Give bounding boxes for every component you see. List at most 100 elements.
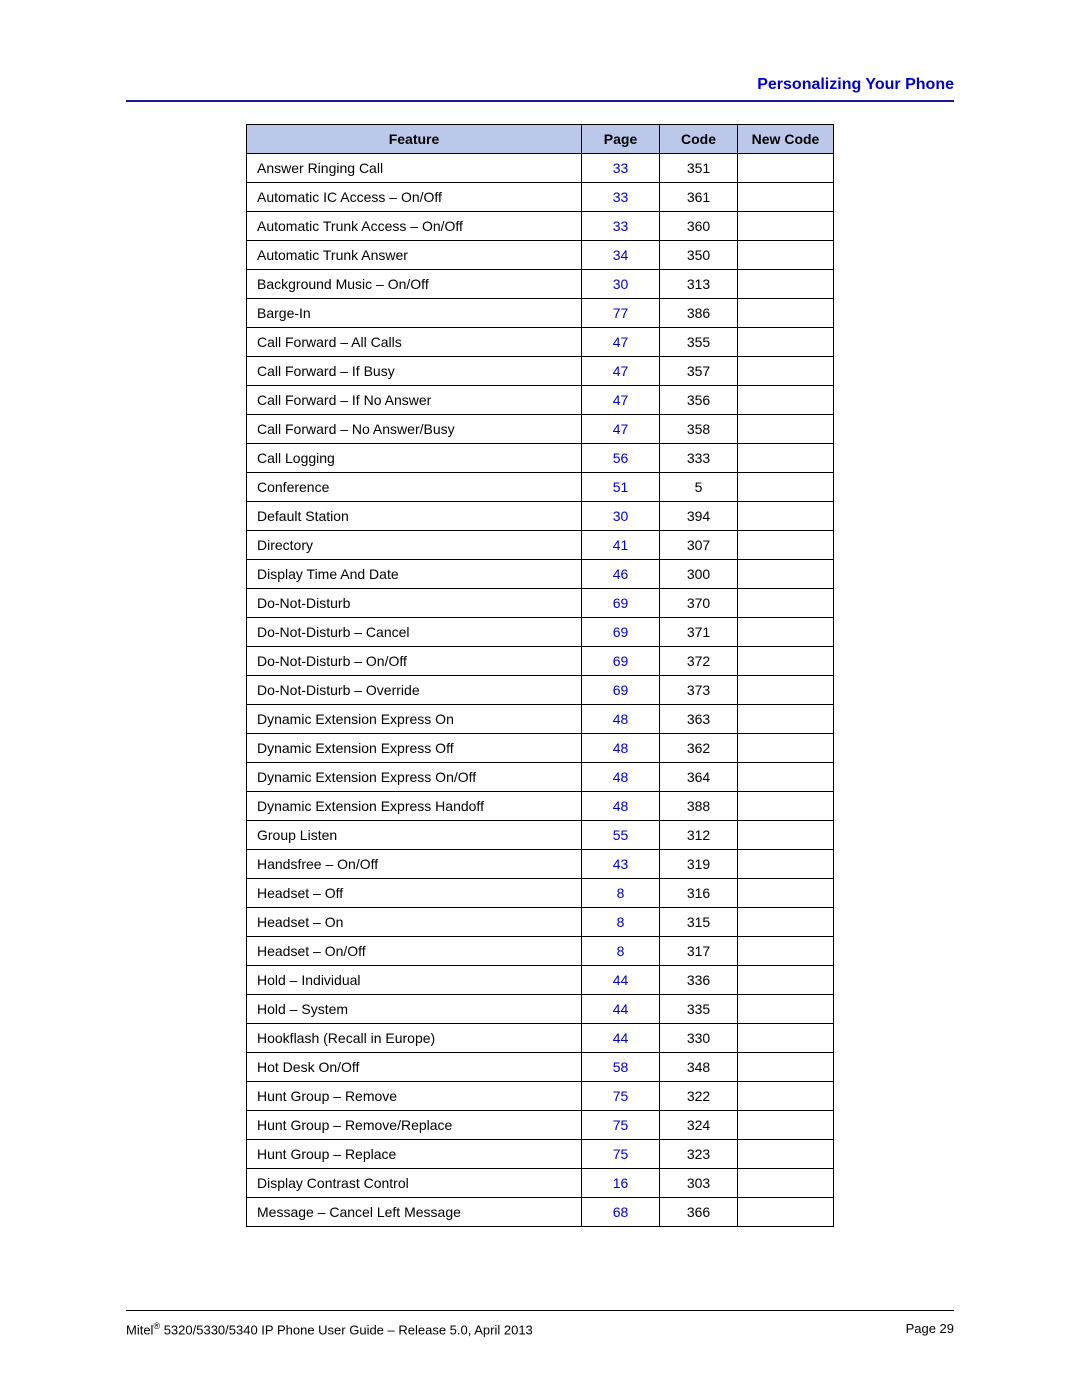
table-row: Dynamic Extension Express Off48362 (247, 734, 834, 763)
table-row: Automatic IC Access – On/Off33361 (247, 183, 834, 212)
cell-new-code (738, 502, 834, 531)
cell-code: 364 (660, 763, 738, 792)
cell-page-link[interactable]: 44 (582, 1024, 660, 1053)
table-row: Background Music – On/Off30313 (247, 270, 834, 299)
table-row: Barge-In77386 (247, 299, 834, 328)
cell-page-link[interactable]: 48 (582, 734, 660, 763)
cell-new-code (738, 386, 834, 415)
table-row: Call Forward – If Busy47357 (247, 357, 834, 386)
cell-page-link[interactable]: 69 (582, 676, 660, 705)
cell-code: 372 (660, 647, 738, 676)
table-row: Headset – On8315 (247, 908, 834, 937)
cell-new-code (738, 821, 834, 850)
table-row: Conference515 (247, 473, 834, 502)
cell-page-link[interactable]: 8 (582, 908, 660, 937)
cell-page-link[interactable]: 75 (582, 1140, 660, 1169)
cell-code: 313 (660, 270, 738, 299)
cell-page-link[interactable]: 55 (582, 821, 660, 850)
cell-new-code (738, 1111, 834, 1140)
cell-feature: Answer Ringing Call (247, 154, 582, 183)
cell-page-link[interactable]: 34 (582, 241, 660, 270)
table-row: Hot Desk On/Off58348 (247, 1053, 834, 1082)
cell-page-link[interactable]: 8 (582, 937, 660, 966)
cell-feature: Call Logging (247, 444, 582, 473)
cell-new-code (738, 966, 834, 995)
cell-feature: Automatic Trunk Access – On/Off (247, 212, 582, 241)
table-row: Headset – Off8316 (247, 879, 834, 908)
cell-feature: Conference (247, 473, 582, 502)
cell-page-link[interactable]: 48 (582, 705, 660, 734)
footer-row: Mitel® 5320/5330/5340 IP Phone User Guid… (126, 1321, 954, 1337)
cell-page-link[interactable]: 44 (582, 995, 660, 1024)
cell-new-code (738, 792, 834, 821)
table-row: Directory41307 (247, 531, 834, 560)
cell-code: 394 (660, 502, 738, 531)
table-row: Do-Not-Disturb – Cancel69371 (247, 618, 834, 647)
cell-page-link[interactable]: 58 (582, 1053, 660, 1082)
cell-page-link[interactable]: 33 (582, 183, 660, 212)
cell-page-link[interactable]: 30 (582, 270, 660, 299)
cell-new-code (738, 589, 834, 618)
cell-page-link[interactable]: 16 (582, 1169, 660, 1198)
cell-page-link[interactable]: 69 (582, 589, 660, 618)
cell-code: 356 (660, 386, 738, 415)
cell-page-link[interactable]: 51 (582, 473, 660, 502)
table-row: Message – Cancel Left Message68366 (247, 1198, 834, 1227)
table-row: Default Station30394 (247, 502, 834, 531)
table-row: Handsfree – On/Off43319 (247, 850, 834, 879)
cell-feature: Barge-In (247, 299, 582, 328)
cell-page-link[interactable]: 68 (582, 1198, 660, 1227)
cell-page-link[interactable]: 75 (582, 1082, 660, 1111)
cell-code: 371 (660, 618, 738, 647)
cell-page-link[interactable]: 33 (582, 212, 660, 241)
cell-new-code (738, 705, 834, 734)
table-row: Group Listen55312 (247, 821, 834, 850)
cell-page-link[interactable]: 30 (582, 502, 660, 531)
cell-code: 370 (660, 589, 738, 618)
cell-feature: Group Listen (247, 821, 582, 850)
cell-new-code (738, 879, 834, 908)
cell-new-code (738, 995, 834, 1024)
cell-feature: Automatic Trunk Answer (247, 241, 582, 270)
table-row: Hold – Individual44336 (247, 966, 834, 995)
cell-new-code (738, 1140, 834, 1169)
cell-page-link[interactable]: 33 (582, 154, 660, 183)
cell-page-link[interactable]: 44 (582, 966, 660, 995)
cell-page-link[interactable]: 8 (582, 879, 660, 908)
col-code: Code (660, 125, 738, 154)
table-row: Call Logging56333 (247, 444, 834, 473)
cell-feature: Do-Not-Disturb (247, 589, 582, 618)
cell-code: 357 (660, 357, 738, 386)
cell-page-link[interactable]: 47 (582, 328, 660, 357)
cell-page-link[interactable]: 43 (582, 850, 660, 879)
cell-page-link[interactable]: 48 (582, 792, 660, 821)
cell-page-link[interactable]: 47 (582, 415, 660, 444)
table-header-row: Feature Page Code New Code (247, 125, 834, 154)
col-new-code: New Code (738, 125, 834, 154)
cell-page-link[interactable]: 69 (582, 618, 660, 647)
cell-page-link[interactable]: 46 (582, 560, 660, 589)
cell-new-code (738, 473, 834, 502)
cell-new-code (738, 415, 834, 444)
title-rule (126, 100, 954, 102)
cell-new-code (738, 1082, 834, 1111)
cell-page-link[interactable]: 69 (582, 647, 660, 676)
cell-feature: Handsfree – On/Off (247, 850, 582, 879)
table-row: Do-Not-Disturb69370 (247, 589, 834, 618)
cell-feature: Hunt Group – Remove (247, 1082, 582, 1111)
cell-page-link[interactable]: 77 (582, 299, 660, 328)
cell-code: 324 (660, 1111, 738, 1140)
cell-new-code (738, 1053, 834, 1082)
table-row: Dynamic Extension Express On/Off48364 (247, 763, 834, 792)
cell-page-link[interactable]: 41 (582, 531, 660, 560)
cell-page-link[interactable]: 56 (582, 444, 660, 473)
cell-new-code (738, 531, 834, 560)
cell-page-link[interactable]: 75 (582, 1111, 660, 1140)
table-row: Call Forward – If No Answer47356 (247, 386, 834, 415)
table-row: Display Contrast Control16303 (247, 1169, 834, 1198)
cell-code: 333 (660, 444, 738, 473)
cell-new-code (738, 1169, 834, 1198)
cell-page-link[interactable]: 47 (582, 386, 660, 415)
cell-page-link[interactable]: 47 (582, 357, 660, 386)
cell-page-link[interactable]: 48 (582, 763, 660, 792)
